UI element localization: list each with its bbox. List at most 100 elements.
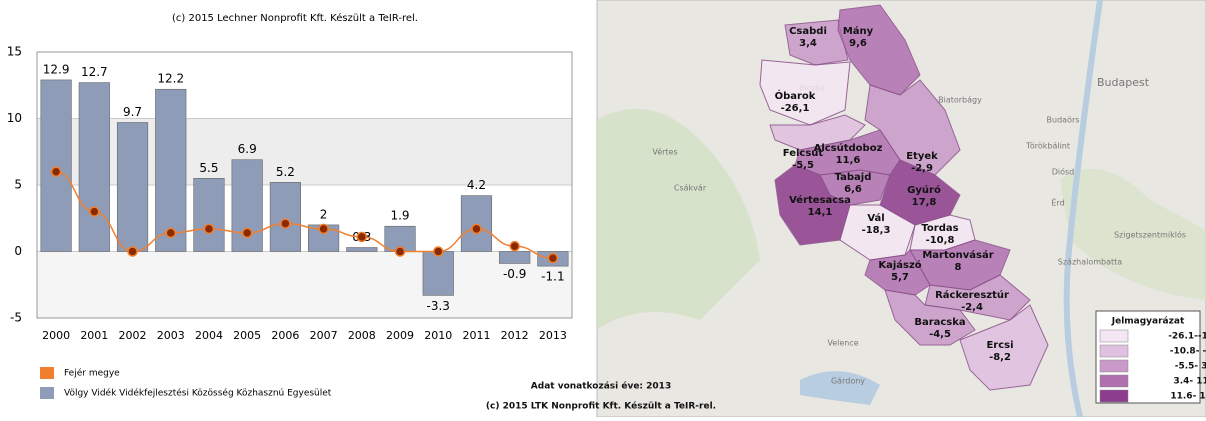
legend-label: -10.8- -5.5	[1170, 347, 1206, 357]
region-value: -18,3	[862, 225, 891, 236]
place-label: Százhalombatta	[1058, 258, 1123, 267]
bar	[460, 195, 493, 252]
line-marker	[547, 252, 559, 264]
line-marker	[241, 227, 253, 239]
river	[1063, 0, 1103, 418]
x-tick-label: 2004	[195, 329, 223, 342]
x-tick-label: 2013	[539, 329, 567, 342]
region-name: Baracska	[914, 317, 965, 328]
line-marker	[165, 227, 176, 239]
region-value: -5,5	[792, 160, 814, 171]
x-tick-label: 2011	[462, 329, 490, 342]
legend-swatch	[1099, 329, 1129, 343]
line-marker	[433, 246, 444, 257]
place-label: Budaörs	[1047, 116, 1080, 125]
legend-swatch	[1099, 359, 1129, 373]
region	[759, 59, 851, 126]
legend-label: Völgy Vidék Vidékfejlesztési Közösség Kö…	[64, 388, 332, 399]
x-tick-label: 2000	[42, 329, 70, 342]
place-label: Csákvár	[674, 184, 707, 193]
place-label: Törökbálint	[1025, 142, 1070, 151]
region-value: -8,2	[989, 352, 1011, 363]
legend-swatch	[1099, 389, 1129, 403]
region-name: Ráckeresztúr	[935, 289, 1009, 301]
legend-label: -5.5- 3.4	[1175, 362, 1206, 372]
line-marker	[471, 223, 482, 235]
region-value: 3,4	[799, 38, 817, 49]
data-label: 6.9	[238, 142, 257, 156]
line-marker	[203, 223, 215, 235]
x-tick-label: 2006	[271, 329, 299, 342]
data-label: 12.7	[81, 65, 108, 79]
legend-label: -26.1--10.8	[1168, 332, 1206, 342]
line-marker	[394, 246, 406, 257]
place-label: Budapest	[1097, 76, 1150, 89]
bar	[78, 82, 110, 252]
x-tick-label: 2001	[80, 329, 108, 342]
y-tick-label: 10	[7, 111, 22, 125]
region-name: Felcsút	[783, 147, 824, 159]
region-value: 6,6	[844, 184, 862, 195]
map: Budapest Vértes Biatorbágy Budaörs Törökbáli…	[486, 0, 1206, 418]
chart-title: (c) 2015 Lechner Nonprofit Kft. Készült …	[172, 12, 418, 24]
place-label: Vértes	[652, 147, 677, 157]
data-label: 1.9	[390, 209, 409, 223]
legend-label: 11.6- 17.8	[1170, 392, 1206, 402]
region-name: Kajászó	[878, 259, 921, 271]
region-value: 11,6	[836, 155, 861, 166]
place-label: Gárdony	[831, 377, 865, 386]
legend-label: 3.4- 11.6	[1173, 377, 1206, 387]
data-label: 2	[320, 207, 328, 221]
x-tick-label: 2002	[119, 329, 147, 342]
region-name: Alcsútdoboz	[814, 142, 883, 154]
chart: -5 0 5 10 15 2000 2001 2002 2003 2004 2005 2006 2007…	[7, 45, 573, 399]
region-value: 14,1	[808, 207, 833, 218]
region-value: -10,8	[926, 235, 955, 246]
region	[864, 249, 931, 296]
legend-swatch	[40, 367, 54, 379]
line-marker	[356, 231, 368, 243]
region-value: -2,4	[961, 302, 983, 313]
region-name: Ercsi	[986, 340, 1013, 351]
x-tick-label: 2003	[157, 329, 185, 342]
region	[784, 19, 849, 66]
region-name: Etyek	[906, 151, 938, 162]
place-label: Velence	[827, 339, 858, 348]
x-tick-label: 2008	[348, 329, 376, 342]
region-name: Vál	[867, 212, 884, 224]
legend-swatch	[40, 387, 54, 399]
forest	[597, 108, 760, 330]
data-label: 9.7	[123, 105, 142, 119]
region-name: Mány	[843, 25, 874, 37]
footer-text: Adat vonatkozási éve: 2013	[531, 381, 671, 392]
forest	[1060, 168, 1206, 300]
legend-swatch	[1099, 344, 1129, 358]
place-label: Biatorbágy	[938, 96, 982, 105]
data-label: -3.3	[427, 299, 450, 313]
data-label: 12.2	[157, 72, 184, 86]
data-label: 5.2	[276, 165, 295, 179]
line-marker	[50, 166, 62, 177]
region-name: Vértesacsa	[789, 194, 851, 206]
region-name: Csabdi	[789, 26, 827, 37]
bar	[116, 122, 149, 252]
x-tick-label: 2007	[310, 329, 338, 342]
region-value: 17,8	[912, 197, 937, 208]
region-name: Tordas	[921, 223, 958, 234]
data-label: 12.9	[43, 62, 70, 76]
region-value: -4,5	[929, 329, 951, 340]
plot-frame	[36, 51, 573, 319]
footer-text: (c) 2015 LTK Nonprofit Kft. Készült a Te…	[486, 401, 716, 412]
region	[884, 289, 976, 346]
line-marker	[89, 206, 100, 217]
bar	[155, 88, 187, 252]
region	[959, 304, 1049, 391]
region-value: -2,9	[911, 163, 933, 174]
bar	[193, 178, 225, 252]
bar	[346, 247, 378, 252]
bar	[422, 251, 454, 296]
data-label: 5.5	[199, 161, 218, 175]
region-name: Óbarok	[775, 89, 816, 102]
place-label: Szigetszentmiklós	[1114, 230, 1186, 240]
